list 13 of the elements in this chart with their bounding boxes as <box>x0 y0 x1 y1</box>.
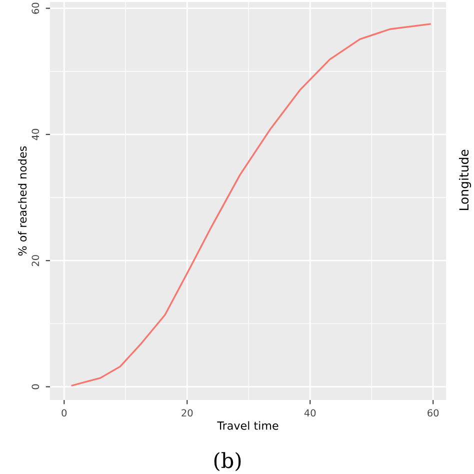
y-tick-label: 60 <box>32 2 40 14</box>
y-tick-label: 20 <box>32 255 40 266</box>
x-tick-label: 60 <box>428 409 439 417</box>
y-tick-label: 40 <box>32 128 40 140</box>
text: (b) <box>214 452 241 472</box>
y-tick-label: 0 <box>32 384 40 390</box>
line-series <box>71 23 431 386</box>
x-tick-label: 40 <box>304 409 316 417</box>
text: Longitude <box>458 150 472 210</box>
x-tick-label: 20 <box>182 409 193 417</box>
x-axis-title: Travel time <box>217 421 278 430</box>
x-tick-label: 0 <box>62 409 67 417</box>
y-axis-title: % of reached nodes <box>18 146 27 256</box>
